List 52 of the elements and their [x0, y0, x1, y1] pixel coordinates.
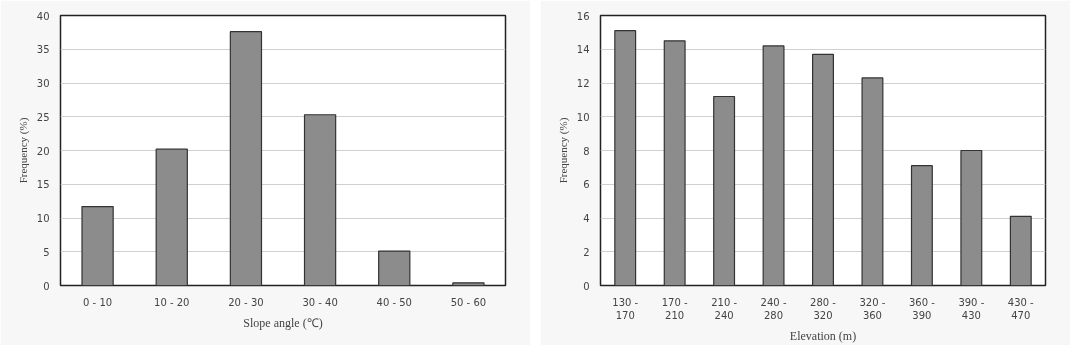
bar [614, 30, 637, 286]
bar [81, 205, 114, 286]
y-tick-label: 0 [43, 280, 50, 292]
x-tick-label: 40 - 50 [376, 296, 412, 308]
x-tick-label: 130 - 170 [612, 296, 639, 321]
y-tick-label: 8 [583, 145, 590, 157]
x-axis-title: Slope angle (℃) [243, 315, 323, 330]
x-tick-label: 280 - 320 [810, 296, 837, 321]
y-tick-label: 2 [583, 246, 590, 258]
x-tick-label: 210 - 240 [711, 296, 738, 321]
y-tick-label: 40 [36, 10, 50, 22]
y-axis-title: Frequency (%) [16, 117, 30, 184]
y-tick-label: 25 [36, 111, 50, 123]
x-tick-label: 10 - 20 [154, 296, 190, 308]
y-tick-label: 6 [583, 179, 590, 191]
bar [229, 31, 263, 286]
x-tick-label: 20 - 30 [228, 296, 264, 308]
x-tick-label: 240 - 280 [760, 296, 787, 321]
bar [861, 77, 884, 286]
bar [663, 40, 686, 286]
y-tick-label: 35 [36, 44, 50, 56]
x-tick-label: 170 - 210 [661, 296, 688, 321]
y-tick-label: 4 [583, 213, 590, 224]
x-tick-label: 0 - 10 [83, 296, 113, 308]
bar [155, 148, 188, 286]
x-tick-label: 430 - 470 [1007, 296, 1035, 321]
x-axis-title: Elevation (m) [789, 328, 857, 343]
bar [812, 53, 834, 286]
y-tick-label: 10 [576, 111, 590, 123]
x-tick-label: 390 - 430 [958, 296, 985, 321]
x-tick-label: 320 - 360 [859, 296, 886, 321]
y-axis-title: Frequency (%) [556, 117, 570, 184]
y-tick-label: 10 [36, 213, 50, 224]
bar [960, 149, 983, 286]
bar [452, 282, 485, 286]
y-tick-label: 30 [36, 78, 50, 89]
y-tick-label: 12 [576, 78, 590, 89]
bar [910, 165, 933, 286]
x-tick-label: 30 - 40 [302, 296, 338, 308]
y-tick-label: 0 [583, 280, 590, 292]
y-tick-label: 15 [36, 179, 50, 191]
y-tick-label: 20 [36, 145, 50, 157]
bar [713, 95, 736, 286]
bar [378, 250, 411, 286]
y-tick-label: 16 [576, 10, 590, 22]
x-tick-label: 360 - 390 [908, 296, 936, 321]
y-tick-label: 5 [43, 246, 50, 258]
bar [1009, 215, 1032, 286]
bar [762, 45, 785, 286]
bar [303, 114, 337, 286]
x-tick-label: 50 - 60 [450, 296, 487, 308]
y-tick-label: 14 [576, 44, 590, 56]
